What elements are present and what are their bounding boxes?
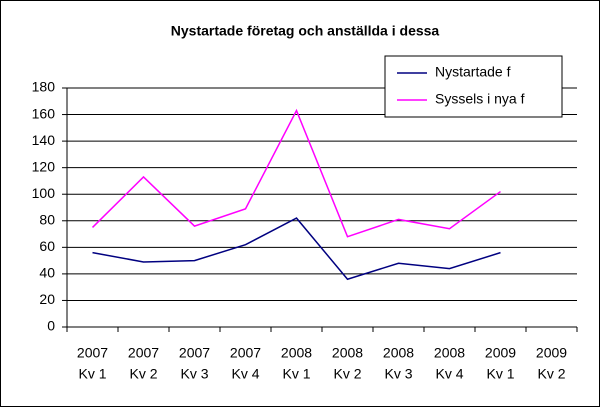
series-line	[92, 217, 501, 281]
x-tick-label: Kv 4	[435, 366, 463, 382]
x-tick-label: 2008	[281, 345, 312, 361]
x-tick-label: 2009	[485, 345, 516, 361]
x-tick-label: 2007	[128, 345, 159, 361]
x-tick-label: 2007	[179, 345, 210, 361]
x-tick-label: Kv 2	[129, 366, 157, 382]
x-tick-label: Kv 2	[333, 366, 361, 382]
x-tick-label: 2008	[383, 345, 414, 361]
x-tick-label: 2008	[434, 345, 465, 361]
x-tick-label: 2008	[332, 345, 363, 361]
y-tick-label: 100	[32, 185, 56, 201]
y-tick-label: 20	[39, 291, 55, 307]
x-tick-label: 2009	[536, 345, 567, 361]
y-tick-label: 160	[32, 105, 56, 121]
x-tick-label: 2007	[230, 345, 261, 361]
y-tick-label: 60	[39, 238, 55, 254]
y-tick-label: 0	[47, 318, 55, 334]
y-tick-label: 140	[32, 132, 56, 148]
x-tick-label: Kv 1	[78, 366, 106, 382]
legend-label: Nystartade f	[435, 64, 511, 80]
x-tick-label: Kv 3	[384, 366, 412, 382]
x-tick-label: 2007	[77, 345, 108, 361]
x-tick-label: Kv 2	[537, 366, 565, 382]
y-tick-label: 80	[39, 211, 55, 227]
y-tick-label: 40	[39, 265, 55, 281]
x-tick-label: Kv 4	[231, 366, 259, 382]
y-tick-label: 180	[32, 79, 56, 95]
x-tick-label: Kv 1	[486, 366, 514, 382]
legend-label: Syssels i nya f	[435, 91, 525, 107]
chart-title: Nystartade företag och anställda i dessa	[171, 23, 440, 39]
series-line	[91, 108, 501, 238]
y-tick-label: 120	[32, 158, 56, 174]
x-tick-label: Kv 3	[180, 366, 208, 382]
legend-box	[384, 55, 563, 118]
x-tick-label: Kv 1	[282, 366, 310, 382]
